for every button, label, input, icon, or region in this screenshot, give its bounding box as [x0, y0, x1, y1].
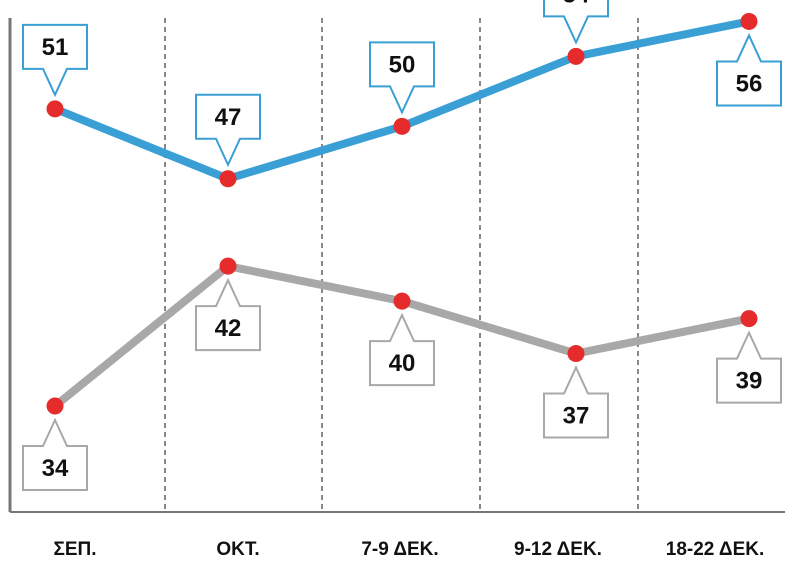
- data-label-text: 34: [42, 455, 69, 482]
- data-label-callout: 51: [22, 23, 88, 98]
- data-label-box: [22, 23, 88, 98]
- data-label-text: 56: [736, 70, 763, 97]
- data-label-box: [369, 312, 435, 387]
- data-label-text: 37: [563, 403, 590, 430]
- axes: [8, 18, 785, 513]
- data-label-box: [22, 417, 88, 491]
- data-label-text: 50: [389, 51, 416, 78]
- data-label-box: [543, 0, 609, 45]
- x-tick-label: 9-12 ΔΕΚ.: [514, 539, 602, 560]
- x-tick-labels: ΣΕΠ. ΟΚΤ. 7-9 ΔΕΚ. 9-12 ΔΕΚ. 18-22 ΔΕΚ.: [53, 539, 764, 560]
- grid-lines: [164, 18, 639, 512]
- x-tick-label: ΣΕΠ.: [53, 539, 96, 560]
- data-label-text: 51: [42, 34, 69, 61]
- data-point: [740, 12, 758, 30]
- data-label-callout: 47: [195, 93, 261, 168]
- data-label-callout: 34: [22, 417, 88, 491]
- data-point: [393, 292, 411, 310]
- data-point: [567, 345, 585, 363]
- data-label-text: 47: [215, 104, 242, 131]
- data-point: [740, 310, 758, 328]
- data-label-box: [369, 41, 435, 115]
- data-point: [46, 100, 64, 118]
- data-label-box: [195, 277, 261, 352]
- x-tick-label: 7-9 ΔΕΚ.: [361, 539, 438, 560]
- data-label-text: 42: [215, 315, 242, 342]
- x-tick-label: 18-22 ΔΕΚ.: [666, 539, 765, 560]
- data-label-callout: 42: [195, 277, 261, 352]
- data-label-box: [543, 365, 609, 439]
- data-points: [46, 12, 758, 415]
- data-label-text: 39: [736, 368, 763, 395]
- data-point: [393, 117, 411, 135]
- x-tick-label: ΟΚΤ.: [216, 539, 259, 560]
- data-label-text: 40: [389, 350, 416, 377]
- data-labels: 51 47 50 54 56 34 42 40 37 39: [22, 0, 782, 491]
- data-point: [219, 257, 237, 275]
- data-label-box: [716, 330, 782, 404]
- data-point: [46, 397, 64, 415]
- data-label-box: [195, 93, 261, 168]
- data-label-text: 54: [563, 0, 590, 8]
- data-label-callout: 54: [543, 0, 609, 45]
- data-label-callout: 37: [543, 365, 609, 439]
- data-label-box: [716, 33, 782, 107]
- data-point: [219, 170, 237, 188]
- data-point: [567, 47, 585, 65]
- data-label-callout: 39: [716, 330, 782, 404]
- data-label-callout: 40: [369, 312, 435, 387]
- data-label-callout: 56: [716, 33, 782, 107]
- data-label-callout: 50: [369, 41, 435, 115]
